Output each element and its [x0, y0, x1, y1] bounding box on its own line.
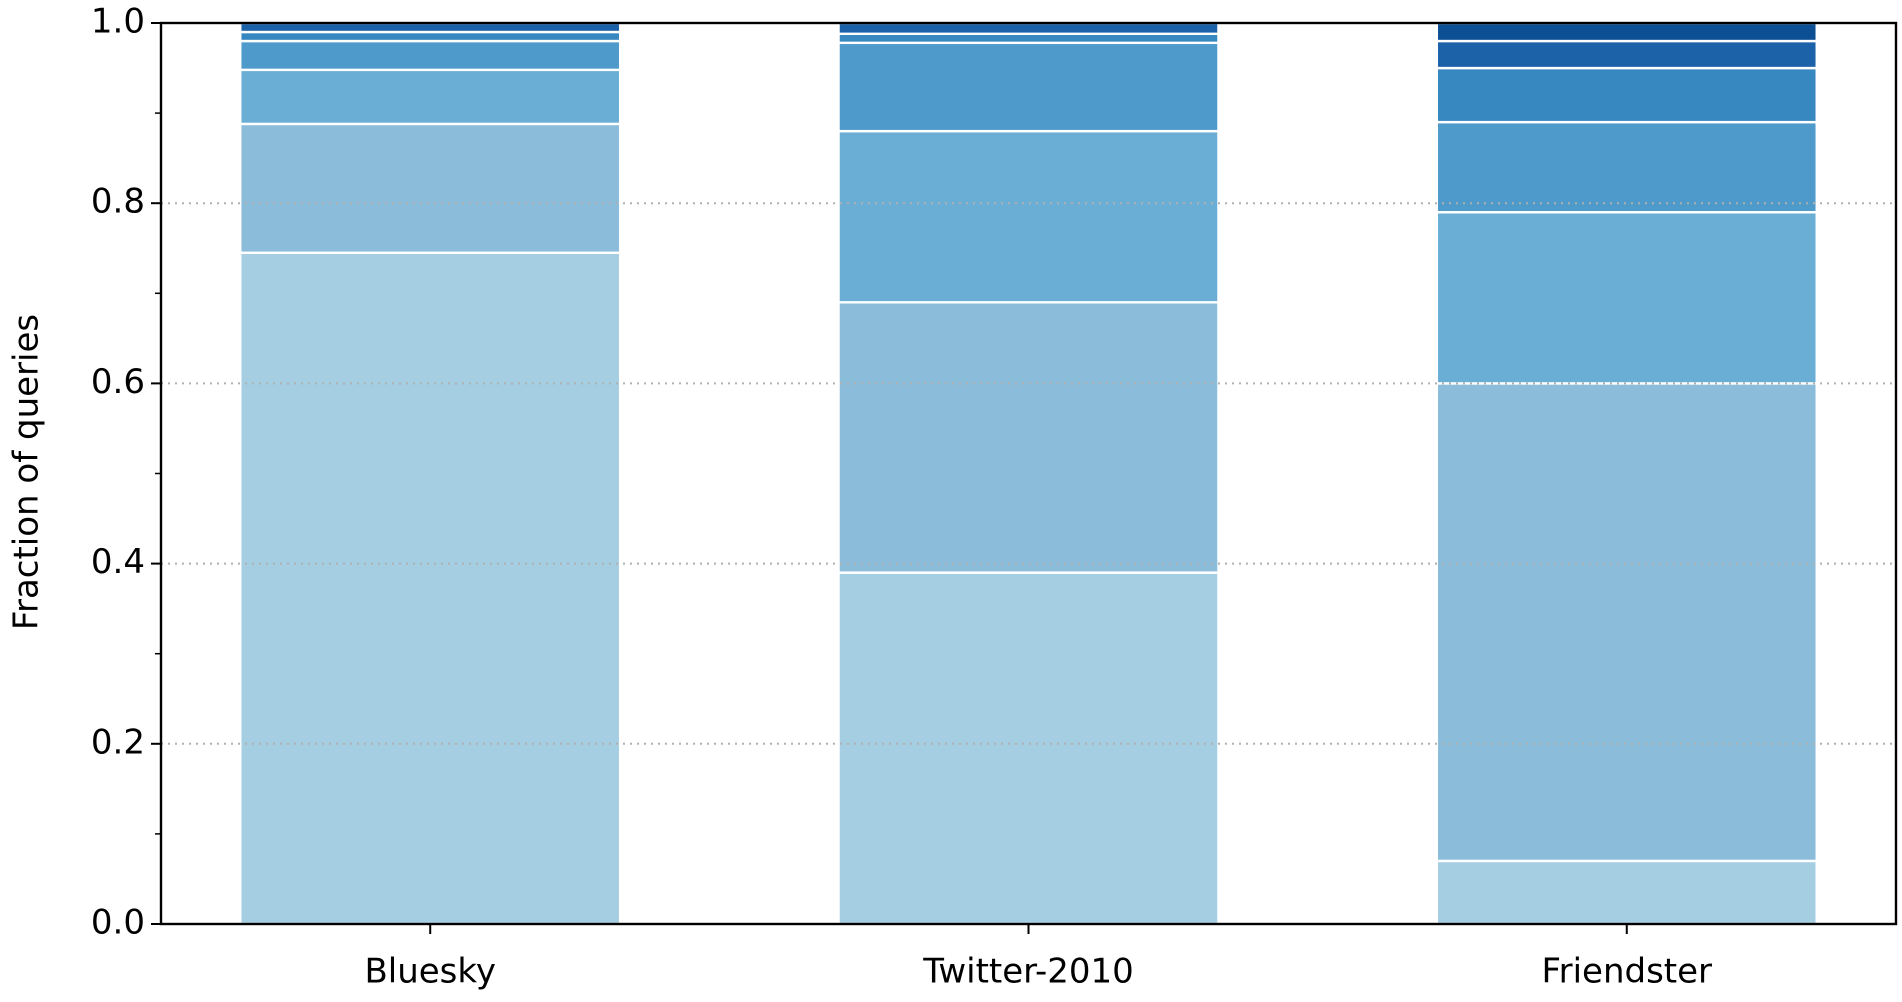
- x-tick-label: Friendster: [1542, 952, 1713, 992]
- y-tick-label: 0.2: [91, 722, 145, 762]
- bar-segment: [837, 21, 1220, 36]
- bar-segment: [239, 21, 622, 34]
- bar-segment: [1435, 120, 1818, 214]
- bar-segment: [239, 68, 622, 126]
- bar-segment: [837, 41, 1220, 133]
- bar-segment: [1435, 39, 1818, 70]
- bar-segment: [239, 30, 622, 43]
- bar-segment: [1435, 66, 1818, 124]
- y-tick-label: 0.0: [91, 903, 145, 943]
- bar-segment: [837, 301, 1220, 574]
- bar-segment: [239, 39, 622, 72]
- bar-segment: [837, 32, 1220, 45]
- y-tick-label: 1.0: [91, 2, 145, 42]
- bar-segment: [239, 251, 622, 926]
- plot-frame: [159, 21, 1898, 926]
- x-tick-label: Bluesky: [364, 952, 496, 992]
- bar-segment: [837, 571, 1220, 926]
- bar-segment: [239, 122, 622, 254]
- bar-segment: [1435, 211, 1818, 385]
- y-tick-label: 0.4: [91, 542, 145, 582]
- bar-segment: [1435, 382, 1818, 863]
- x-tick-label: Twitter-2010: [922, 952, 1134, 992]
- y-tick-label: 0.8: [91, 182, 145, 222]
- y-tick-label: 0.6: [91, 362, 145, 402]
- bar-segment: [1435, 21, 1818, 43]
- bar-segment: [837, 129, 1220, 304]
- y-axis-label: Fraction of queries: [7, 314, 47, 630]
- bar-segment: [1435, 859, 1818, 926]
